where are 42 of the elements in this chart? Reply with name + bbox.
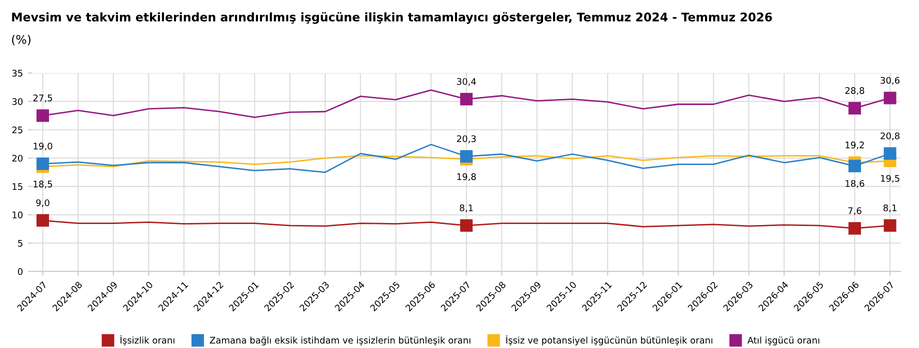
point — [460, 92, 473, 106]
point — [36, 109, 50, 122]
data-label: 8,1 — [460, 204, 473, 212]
y-tick-label: 30 — [12, 98, 23, 105]
chart-title: Mevsim ve takvim etkilerinden arındırılmış işgücüne ilişkin tamamlayıcı göstergeler, Temmuz 2024 - Temmuz 2026 — [12, 12, 772, 24]
point — [884, 147, 896, 160]
point — [848, 102, 861, 114]
point — [884, 219, 896, 232]
y-tick-label: 15 — [12, 183, 22, 190]
legend-label: İşsizlik oranı — [120, 335, 174, 346]
data-label: 18,6 — [846, 180, 864, 188]
point — [848, 160, 861, 172]
point — [460, 219, 473, 232]
data-label: 18,5 — [34, 180, 52, 188]
legend-label: Atıl işgücü oranı — [747, 336, 820, 346]
point — [36, 158, 50, 170]
data-label: 9,0 — [36, 199, 50, 208]
data-label: 19,8 — [457, 173, 476, 182]
data-label: 20,3 — [457, 135, 476, 144]
data-label: 30,4 — [457, 78, 476, 86]
point — [460, 150, 473, 163]
y-tick-label: 10 — [12, 211, 23, 218]
chart-subtitle: (%) — [12, 34, 30, 46]
data-label: 7,6 — [848, 207, 862, 216]
legend-label: İşsiz ve potansiyel işgücünün bütünleşik oranı — [506, 335, 712, 346]
data-label: 19,5 — [880, 174, 900, 183]
legend-label: Zamana bağlı eksik istihdam ve işsizlerin bütünleşik oranı — [210, 336, 470, 346]
data-label: 19,2 — [846, 142, 864, 150]
y-tick-label: 25 — [12, 126, 22, 134]
y-tick-label: 5 — [18, 240, 22, 247]
data-label: 27,5 — [33, 94, 52, 102]
y-tick-label: 20 — [12, 154, 23, 162]
data-label: 20,8 — [880, 132, 900, 140]
point — [848, 222, 861, 235]
y-tick-label: 35 — [12, 70, 22, 77]
data-label: 8,1 — [883, 204, 896, 212]
y-tick-label: 0 — [18, 268, 23, 275]
data-label: 30,6 — [880, 76, 900, 85]
point — [36, 214, 50, 227]
point — [884, 92, 896, 104]
data-label: 28,8 — [845, 87, 864, 95]
data-label: 19,0 — [34, 142, 52, 150]
